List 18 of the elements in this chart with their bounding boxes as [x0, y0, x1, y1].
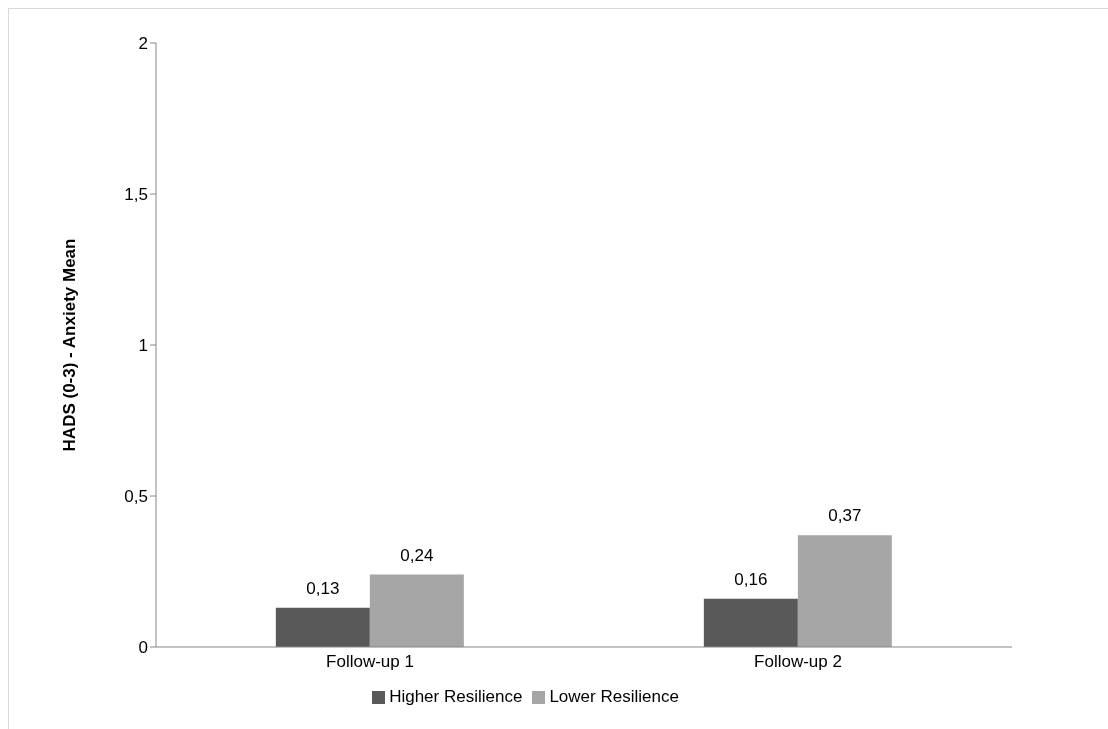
bar	[369, 574, 464, 647]
data-label: 0,24	[400, 545, 434, 565]
y-tick-label: 1,5	[124, 185, 148, 205]
y-tick-label: 2	[138, 34, 148, 54]
y-tick-label: 1	[138, 336, 148, 356]
x-tick-label: Follow-up 1	[326, 652, 414, 672]
data-label: 0,37	[828, 506, 862, 526]
legend-label: Higher Resilience	[389, 687, 523, 706]
y-tick-label: 0,5	[124, 487, 148, 507]
bar	[797, 535, 892, 647]
bar	[703, 598, 798, 647]
data-label: 0,16	[734, 569, 768, 589]
legend-label: Lower Resilience	[549, 687, 679, 706]
y-axis-title: HADS (0-3) - Anxiety Mean	[60, 238, 80, 452]
data-label: 0,13	[306, 578, 340, 598]
bar	[275, 607, 370, 647]
y-tick-label: 0	[138, 638, 148, 658]
x-tick-label: Follow-up 2	[754, 652, 842, 672]
